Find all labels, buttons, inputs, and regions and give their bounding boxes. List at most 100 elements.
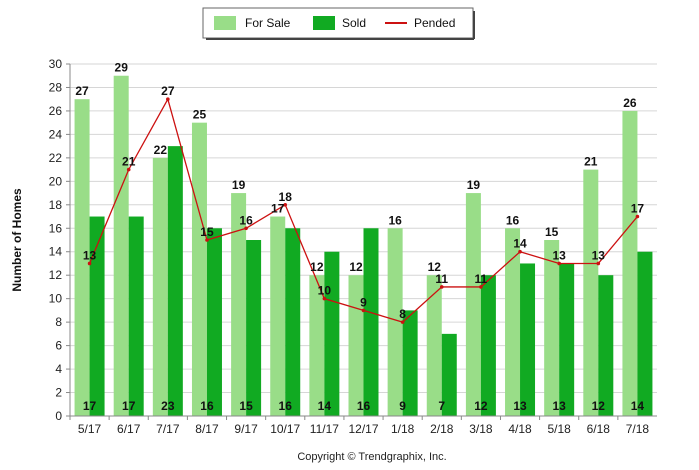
- bar-for-sale: [231, 193, 247, 416]
- label-pended: 17: [631, 202, 645, 216]
- label-for-sale: 16: [506, 213, 520, 227]
- label-sold: 16: [357, 399, 371, 413]
- bar-sold: [128, 216, 144, 416]
- bar-sold: [167, 146, 183, 416]
- bar-for-sale: [583, 169, 599, 416]
- label-for-sale: 21: [584, 155, 598, 169]
- bar-for-sale: [191, 122, 207, 417]
- x-tick-label: 3/18: [469, 422, 493, 436]
- label-sold: 23: [161, 399, 175, 413]
- label-sold: 12: [474, 399, 488, 413]
- x-tick-label: 6/17: [117, 422, 141, 436]
- bar-sold: [598, 275, 614, 416]
- legend-label-pended: Pended: [414, 16, 455, 30]
- bar-for-sale: [544, 240, 560, 416]
- label-pended: 13: [83, 248, 97, 262]
- y-tick-label: 4: [55, 362, 62, 376]
- x-tick-label: 7/17: [156, 422, 180, 436]
- y-tick-label: 16: [49, 221, 63, 235]
- label-pended: 11: [475, 272, 488, 286]
- label-pended: 8: [399, 307, 406, 321]
- label-sold: 7: [438, 399, 445, 413]
- x-tick-label: 11/17: [310, 422, 339, 436]
- bar-sold: [520, 263, 536, 416]
- y-tick-label: 6: [55, 339, 62, 353]
- label-pended: 18: [279, 190, 293, 204]
- pended-point: [557, 261, 561, 266]
- label-sold: 12: [592, 399, 606, 413]
- label-pended: 14: [513, 237, 527, 251]
- bar-for-sale: [622, 110, 638, 416]
- bar-sold: [246, 240, 262, 416]
- x-tick-label: 2/18: [430, 422, 454, 436]
- label-pended: 13: [552, 248, 566, 262]
- bar-sold: [402, 310, 418, 416]
- bar-sold: [285, 228, 301, 416]
- y-tick-label: 12: [49, 268, 63, 282]
- x-tick-label: 8/17: [195, 422, 219, 436]
- bar-sold: [441, 333, 457, 416]
- x-tick-label: 1/18: [391, 422, 415, 436]
- bar-for-sale: [348, 275, 364, 416]
- bar-for-sale: [387, 228, 403, 416]
- y-axis-label: Number of Homes: [10, 188, 24, 292]
- bar-sold: [480, 275, 496, 416]
- label-sold: 13: [552, 399, 566, 413]
- bar-sold: [559, 263, 575, 416]
- label-for-sale: 27: [75, 84, 89, 98]
- pended-point: [400, 320, 405, 324]
- label-for-sale: 25: [193, 108, 207, 122]
- label-pended: 15: [200, 225, 214, 239]
- pended-point: [596, 261, 601, 266]
- legend: For Sale Sold Pended: [202, 7, 475, 40]
- pended-point: [205, 238, 209, 242]
- y-tick-label: 14: [49, 245, 63, 259]
- y-tick-label: 28: [49, 80, 63, 94]
- label-pended: 13: [592, 248, 606, 262]
- label-pended: 27: [161, 84, 175, 98]
- y-tick-label: 30: [49, 57, 63, 71]
- label-sold: 17: [122, 399, 136, 413]
- pended-point: [283, 203, 288, 207]
- label-sold: 14: [318, 399, 332, 413]
- label-sold: 16: [200, 399, 214, 413]
- bar-sold: [324, 251, 340, 416]
- copyright-text: Copyright © Trendgraphix, Inc.: [297, 451, 446, 463]
- label-for-sale: 12: [310, 260, 324, 274]
- label-for-sale: 26: [623, 96, 637, 110]
- label-for-sale: 17: [271, 202, 285, 216]
- label-pended: 10: [318, 284, 332, 298]
- x-tick-label: 12/17: [348, 422, 378, 436]
- pended-point: [479, 285, 483, 289]
- x-tick-label: 10/17: [270, 422, 300, 436]
- legend-swatch-sold: [313, 16, 335, 30]
- legend-label-sold: Sold: [342, 16, 366, 30]
- pended-point: [322, 296, 327, 301]
- x-tick-label: 6/18: [587, 422, 611, 436]
- label-pended: 21: [122, 155, 136, 169]
- legend-swatch-for-sale: [214, 16, 236, 30]
- label-sold: 9: [399, 399, 406, 413]
- bars: [74, 75, 653, 417]
- label-pended: 9: [360, 295, 367, 309]
- bar-for-sale: [74, 99, 90, 416]
- y-tick-label: 18: [49, 198, 63, 212]
- label-for-sale: 15: [545, 225, 559, 239]
- bar-sold: [89, 216, 105, 416]
- bar-for-sale: [309, 275, 325, 416]
- x-tick-label: 7/18: [626, 422, 650, 436]
- y-tick-label: 2: [55, 386, 62, 400]
- pended-line: [87, 97, 640, 324]
- y-tick-label: 20: [49, 174, 63, 188]
- label-for-sale: 12: [428, 260, 442, 274]
- pended-point: [439, 285, 444, 289]
- bar-for-sale: [113, 75, 129, 416]
- pended-point: [244, 226, 248, 231]
- label-sold: 17: [83, 399, 97, 413]
- y-tick-label: 10: [49, 292, 63, 306]
- bar-for-sale: [465, 193, 481, 416]
- pended-point: [361, 308, 366, 313]
- label-sold: 16: [279, 399, 293, 413]
